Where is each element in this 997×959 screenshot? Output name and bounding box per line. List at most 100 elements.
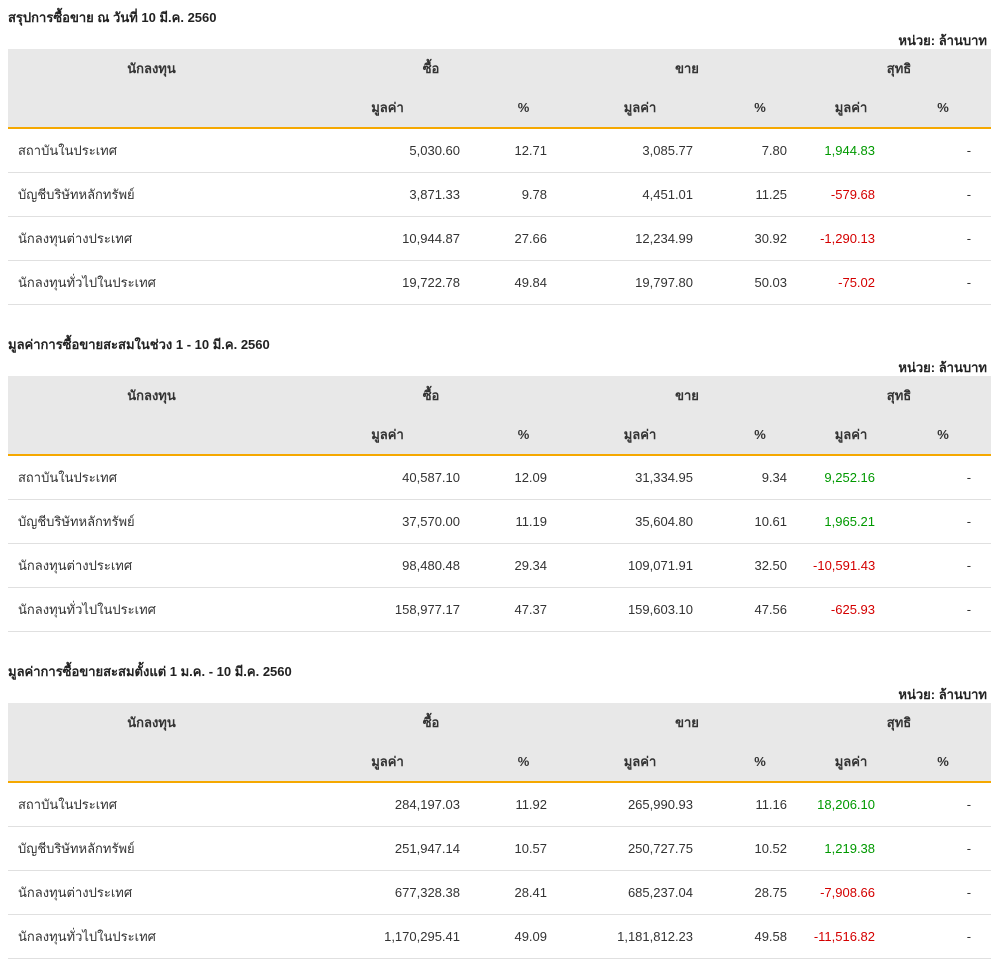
buy-value-cell: 40,587.10 xyxy=(295,455,480,500)
period-summary-section: มูลค่าการซื้อขายสะสมในช่วง 1 - 10 มี.ค. … xyxy=(8,335,992,632)
sell-percent-cell: 47.56 xyxy=(713,587,808,632)
investor-name: สถาบันในประเทศ xyxy=(8,455,295,500)
header-sub-row: มูลค่า % มูลค่า % มูลค่า % xyxy=(8,415,992,456)
sell-percent-cell: 11.25 xyxy=(713,172,808,217)
net-value-cell: 1,965.21 xyxy=(807,499,896,544)
buy-percent-cell: 12.09 xyxy=(480,455,568,500)
investor-name: บัญชีบริษัทหลักทรัพย์ xyxy=(8,172,295,217)
buy-value-cell: 1,170,295.41 xyxy=(295,914,480,959)
table-row: บัญชีบริษัทหลักทรัพย์ 3,871.33 9.78 4,45… xyxy=(8,172,992,217)
sell-percent-cell: 30.92 xyxy=(713,216,808,261)
investor-summary-table: นักลงทุน ซื้อ ขาย สุทธิ มูลค่า % มูลค่า … xyxy=(8,49,992,305)
col-header-net-percent: % xyxy=(895,88,992,129)
buy-value-cell: 284,197.03 xyxy=(295,782,480,827)
buy-value-cell: 19,722.78 xyxy=(295,260,480,305)
unit-label: หน่วย: ล้านบาท xyxy=(898,33,987,48)
net-value-cell: 1,219.38 xyxy=(807,826,896,871)
net-percent-cell: - xyxy=(895,543,992,588)
buy-percent-cell: 12.71 xyxy=(480,128,568,173)
corner-header-cell xyxy=(8,742,295,783)
col-header-buy-value: มูลค่า xyxy=(295,415,480,456)
col-group-net: สุทธิ xyxy=(807,49,992,88)
investor-name: บัญชีบริษัทหลักทรัพย์ xyxy=(8,826,295,871)
net-value-cell: -11,516.82 xyxy=(807,914,896,959)
corner-header-cell xyxy=(8,415,295,456)
header-group-row: นักลงทุน ซื้อ ขาย สุทธิ xyxy=(8,49,992,88)
col-group-net: สุทธิ xyxy=(807,376,992,415)
sell-percent-cell: 10.61 xyxy=(713,499,808,544)
col-header-sell-value: มูลค่า xyxy=(567,742,714,783)
buy-percent-cell: 49.09 xyxy=(480,914,568,959)
net-percent-cell: - xyxy=(895,260,992,305)
col-group-buy: ซื้อ xyxy=(295,49,568,88)
sell-value-cell: 12,234.99 xyxy=(567,216,714,261)
header-group-row: นักลงทุน ซื้อ ขาย สุทธิ xyxy=(8,703,992,742)
buy-value-cell: 251,947.14 xyxy=(295,826,480,871)
buy-percent-cell: 28.41 xyxy=(480,870,568,915)
corner-header-cell xyxy=(8,88,295,129)
table-title: สรุปการซื้อขาย ณ วันที่ 10 มี.ค. 2560 xyxy=(8,10,217,25)
sell-value-cell: 3,085.77 xyxy=(567,128,714,173)
col-header-net-percent: % xyxy=(895,742,992,783)
table-row: นักลงทุนต่างประเทศ 677,328.38 28.41 685,… xyxy=(8,870,992,915)
col-header-buy-percent: % xyxy=(480,88,568,129)
col-group-sell: ขาย xyxy=(567,376,808,415)
table-row: นักลงทุนทั่วไปในประเทศ 1,170,295.41 49.0… xyxy=(8,914,992,959)
net-percent-cell: - xyxy=(895,826,992,871)
investor-name: นักลงทุนต่างประเทศ xyxy=(8,543,295,588)
header-sub-row: มูลค่า % มูลค่า % มูลค่า % xyxy=(8,88,992,129)
net-percent-cell: - xyxy=(895,455,992,500)
daily-summary-section: สรุปการซื้อขาย ณ วันที่ 10 มี.ค. 2560 หน… xyxy=(8,8,992,305)
net-percent-cell: - xyxy=(895,782,992,827)
investor-summary-table: นักลงทุน ซื้อ ขาย สุทธิ มูลค่า % มูลค่า … xyxy=(8,703,992,959)
col-header-net-value: มูลค่า xyxy=(807,415,896,456)
buy-percent-cell: 11.19 xyxy=(480,499,568,544)
net-value-cell: -75.02 xyxy=(807,260,896,305)
buy-value-cell: 158,977.17 xyxy=(295,587,480,632)
sell-value-cell: 685,237.04 xyxy=(567,870,714,915)
investor-name: สถาบันในประเทศ xyxy=(8,128,295,173)
header-sub-row: มูลค่า % มูลค่า % มูลค่า % xyxy=(8,742,992,783)
col-group-sell: ขาย xyxy=(567,49,808,88)
col-header-sell-value: มูลค่า xyxy=(567,415,714,456)
sell-percent-cell: 50.03 xyxy=(713,260,808,305)
table-row: นักลงทุนทั่วไปในประเทศ 19,722.78 49.84 1… xyxy=(8,260,992,305)
col-header-buy-percent: % xyxy=(480,742,568,783)
sell-value-cell: 35,604.80 xyxy=(567,499,714,544)
net-value-cell: 1,944.83 xyxy=(807,128,896,173)
buy-value-cell: 5,030.60 xyxy=(295,128,480,173)
table-row: บัญชีบริษัทหลักทรัพย์ 251,947.14 10.57 2… xyxy=(8,826,992,871)
investor-name: บัญชีบริษัทหลักทรัพย์ xyxy=(8,499,295,544)
ytd-summary-section: มูลค่าการซื้อขายสะสมตั้งแต่ 1 ม.ค. - 10 … xyxy=(8,662,992,959)
col-header-net-value: มูลค่า xyxy=(807,742,896,783)
buy-percent-cell: 47.37 xyxy=(480,587,568,632)
table-row: นักลงทุนต่างประเทศ 10,944.87 27.66 12,23… xyxy=(8,216,992,261)
col-header-net-value: มูลค่า xyxy=(807,88,896,129)
net-value-cell: -7,908.66 xyxy=(807,870,896,915)
sell-value-cell: 265,990.93 xyxy=(567,782,714,827)
col-group-buy: ซื้อ xyxy=(295,703,568,742)
table-row: นักลงทุนทั่วไปในประเทศ 158,977.17 47.37 … xyxy=(8,587,992,632)
sell-value-cell: 109,071.91 xyxy=(567,543,714,588)
table-row: สถาบันในประเทศ 5,030.60 12.71 3,085.77 7… xyxy=(8,128,992,173)
col-header-sell-value: มูลค่า xyxy=(567,88,714,129)
net-percent-cell: - xyxy=(895,128,992,173)
header-group-row: นักลงทุน ซื้อ ขาย สุทธิ xyxy=(8,376,992,415)
sell-percent-cell: 7.80 xyxy=(713,128,808,173)
col-header-buy-value: มูลค่า xyxy=(295,88,480,129)
buy-value-cell: 37,570.00 xyxy=(295,499,480,544)
sell-value-cell: 4,451.01 xyxy=(567,172,714,217)
sell-percent-cell: 32.50 xyxy=(713,543,808,588)
sell-value-cell: 1,181,812.23 xyxy=(567,914,714,959)
table-row: บัญชีบริษัทหลักทรัพย์ 37,570.00 11.19 35… xyxy=(8,499,992,544)
unit-label: หน่วย: ล้านบาท xyxy=(898,687,987,702)
table-row: นักลงทุนต่างประเทศ 98,480.48 29.34 109,0… xyxy=(8,543,992,588)
sell-percent-cell: 11.16 xyxy=(713,782,808,827)
net-percent-cell: - xyxy=(895,914,992,959)
net-percent-cell: - xyxy=(895,499,992,544)
net-percent-cell: - xyxy=(895,587,992,632)
net-value-cell: 9,252.16 xyxy=(807,455,896,500)
sell-percent-cell: 9.34 xyxy=(713,455,808,500)
investor-name: นักลงทุนทั่วไปในประเทศ xyxy=(8,587,295,632)
investor-name: นักลงทุนต่างประเทศ xyxy=(8,870,295,915)
